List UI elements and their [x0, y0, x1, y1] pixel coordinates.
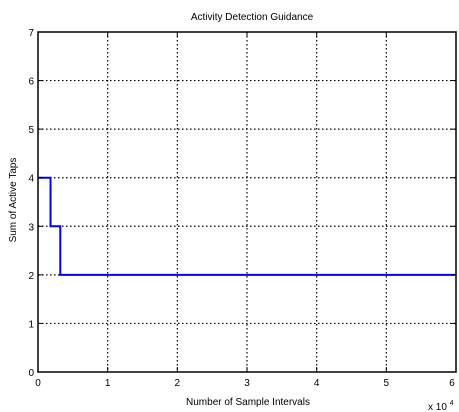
y-tick-label: 4	[28, 174, 34, 185]
y-tick-label: 5	[28, 125, 34, 136]
x-tick-label: 2	[175, 378, 181, 389]
grid-layer	[38, 32, 456, 372]
x-axis-label: Number of Sample Intervals	[186, 397, 310, 408]
x-multiplier-exponent: 4	[450, 400, 454, 407]
x-tick-label: 5	[384, 378, 390, 389]
x-tick-label: 6	[449, 378, 455, 389]
y-tick-label: 1	[28, 319, 34, 330]
y-tick-label: 3	[28, 222, 34, 233]
chart-title: Activity Detection Guidance	[191, 12, 314, 23]
y-axis-label: Sum of Active Taps	[8, 158, 19, 243]
series-layer	[38, 176, 456, 276]
y-tick-label: 0	[28, 368, 34, 379]
x-tick-label: 3	[244, 378, 250, 389]
x-tick-label: 0	[35, 378, 41, 389]
ticks-layer: 0 1 2 3 4 5 6 0 1 2 3 4 5 6 7	[28, 28, 457, 389]
series-line	[38, 176, 456, 276]
x-tick-label: 4	[314, 378, 320, 389]
x-multiplier-label: x 10 4	[428, 400, 454, 412]
y-tick-label: 2	[28, 271, 34, 282]
x-tick-label: 1	[105, 378, 111, 389]
y-tick-label: 7	[28, 28, 34, 39]
x-multiplier-base: x 10	[428, 402, 447, 412]
y-tick-label: 6	[28, 77, 34, 88]
